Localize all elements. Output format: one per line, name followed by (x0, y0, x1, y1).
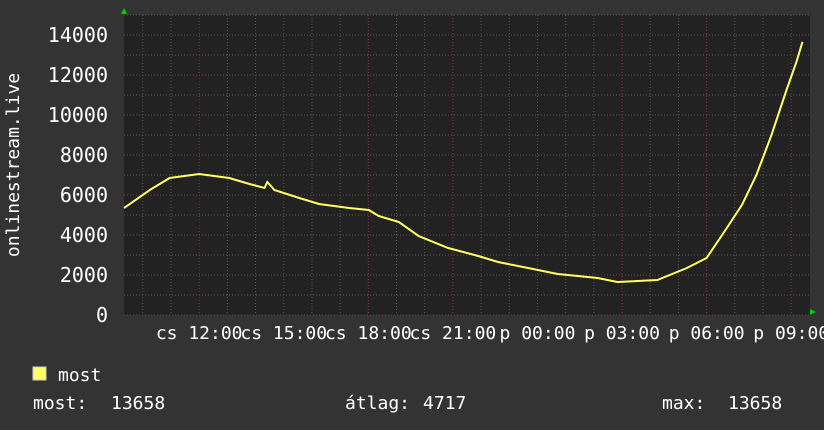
stat-max-label: max: (662, 393, 705, 414)
x-tick-label: p 06:00 (669, 323, 745, 344)
series-line-most (123, 41, 804, 284)
y-axis: 0 2000 4000 6000 8000 10000 12000 14000 (48, 23, 108, 327)
stat-max-value: 13658 (728, 393, 782, 414)
stat-current-value: 13658 (111, 393, 165, 414)
x-axis-arrow-icon (810, 309, 816, 315)
x-tick-label: cs 12:00 (156, 323, 243, 344)
y-tick-label: 12000 (48, 63, 108, 87)
y-tick-label: 4000 (60, 223, 108, 247)
y-tick-label: 0 (96, 303, 108, 327)
x-tick-label: p 03:00 (584, 323, 660, 344)
plot-area (124, 15, 810, 315)
legend-label-most: most (58, 365, 101, 386)
stat-avg-label: átlag: (345, 393, 410, 414)
x-tick-label: cs 15:00 (240, 323, 327, 344)
x-tick-label: cs 21:00 (410, 323, 497, 344)
x-tick-label: p 00:00 (500, 323, 576, 344)
x-tick-label: cs 18:00 (325, 323, 412, 344)
y-axis-arrow-icon (121, 8, 127, 14)
y-axis-label: onlinestream.live (3, 73, 24, 257)
x-tick-label: p 09:00 (753, 323, 824, 344)
stat-avg-value: 4717 (423, 393, 466, 414)
stat-current-label: most: (33, 393, 87, 414)
y-tick-label: 8000 (60, 143, 108, 167)
y-tick-label: 14000 (48, 23, 108, 47)
y-tick-label: 2000 (60, 263, 108, 287)
y-tick-label: 10000 (48, 103, 108, 127)
y-tick-label: 6000 (60, 183, 108, 207)
legend-swatch-most (32, 366, 47, 381)
